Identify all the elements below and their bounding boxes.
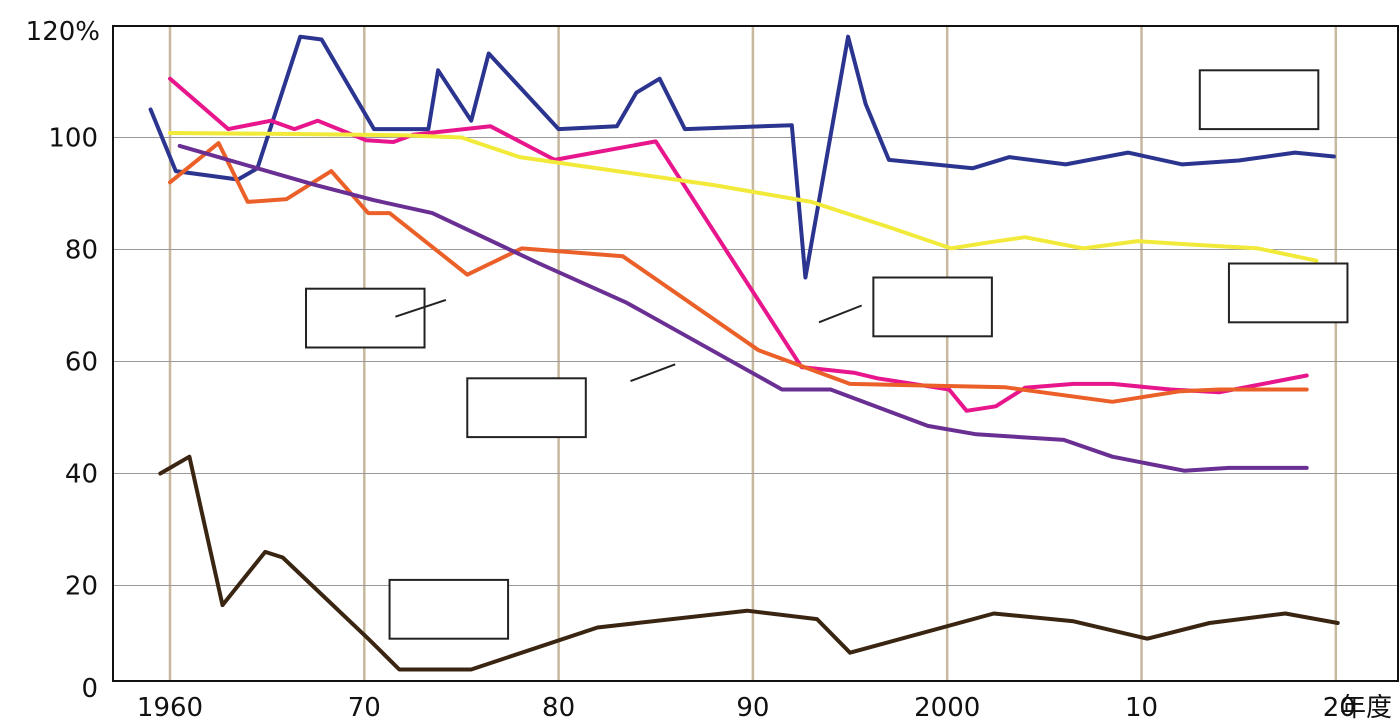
label-box-4 (466, 377, 587, 439)
series-line-3 (168, 141, 1309, 404)
y-tick-label-0: 0 (81, 674, 98, 704)
y-tick-label-4: 80 (65, 236, 98, 266)
y-tick-label-1: 20 (65, 572, 98, 602)
series-line-0 (148, 34, 1336, 280)
leader-line-1 (630, 363, 676, 383)
x-tick-label-4: 2000 (914, 693, 980, 723)
series-line-2 (168, 131, 1319, 263)
leader-line-0 (395, 298, 447, 318)
x-tick-label-2: 80 (542, 693, 575, 723)
x-tick-label-3: 90 (736, 693, 769, 723)
y-tick-label-2: 40 (65, 460, 98, 490)
x-tick-label-6: 20 (1323, 693, 1356, 723)
y-tick-label-3: 60 (65, 348, 98, 378)
series-line-4 (177, 143, 1309, 473)
y-axis-tick-labels: 0 20 40 60 80 100 (48, 124, 98, 705)
x-axis-tick-labels: 1960 70 80 90 2000 10 20 (137, 693, 1356, 723)
series-lines (148, 34, 1340, 672)
x-tick-label-5: 10 (1125, 693, 1158, 723)
label-box-1 (1227, 262, 1349, 324)
y-tick-label-5: 100 (48, 124, 98, 154)
label-box-3 (872, 276, 993, 338)
series-line-5 (158, 454, 1340, 672)
horizontal-gridlines (113, 137, 1398, 586)
vertical-gridlines (168, 26, 1338, 681)
leader-line-2 (818, 304, 863, 324)
x-tick-label-1: 70 (348, 693, 381, 723)
label-box-2 (305, 287, 426, 349)
x-tick-label-0: 1960 (137, 693, 203, 723)
label-box-5 (388, 578, 510, 640)
leader-lines (395, 298, 863, 383)
label-box-0 (1198, 69, 1320, 131)
plot-frame (112, 25, 1399, 682)
y-unit-label: 120% (26, 17, 100, 47)
label-boxes (305, 69, 1349, 640)
x-unit-label: 年度 (1340, 693, 1392, 723)
